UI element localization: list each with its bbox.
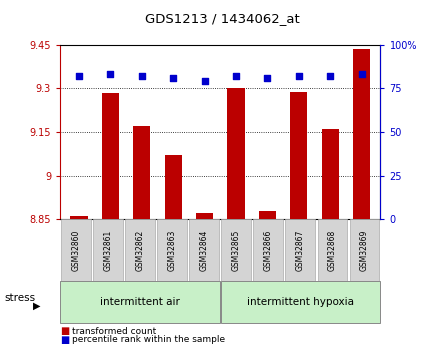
Bar — [196, 213, 213, 219]
Point — [232, 73, 239, 79]
Bar — [290, 92, 307, 219]
Point — [264, 75, 271, 81]
Point — [295, 73, 302, 79]
Bar — [133, 126, 150, 219]
Bar — [353, 49, 370, 219]
Text: GSM32869: GSM32869 — [360, 229, 369, 271]
Point — [170, 75, 177, 81]
Point — [327, 73, 334, 79]
Point — [75, 73, 82, 79]
Text: GSM32866: GSM32866 — [264, 229, 273, 271]
Bar — [227, 88, 245, 219]
Point — [107, 72, 114, 77]
Text: percentile rank within the sample: percentile rank within the sample — [72, 335, 225, 344]
Point — [201, 79, 208, 84]
Text: GSM32861: GSM32861 — [104, 229, 113, 271]
Bar — [70, 216, 88, 219]
Point — [138, 73, 146, 79]
Text: ■: ■ — [60, 326, 69, 336]
Text: GSM32862: GSM32862 — [136, 229, 145, 271]
Text: GDS1213 / 1434062_at: GDS1213 / 1434062_at — [145, 12, 300, 25]
Text: stress: stress — [4, 293, 36, 303]
Text: GSM32864: GSM32864 — [200, 229, 209, 271]
Bar — [322, 129, 339, 219]
Bar — [259, 211, 276, 219]
Text: intermittent hypoxia: intermittent hypoxia — [247, 297, 354, 307]
Text: GSM32863: GSM32863 — [168, 229, 177, 271]
Point — [358, 72, 365, 77]
Bar — [165, 155, 182, 219]
Text: intermittent air: intermittent air — [100, 297, 180, 307]
Text: GSM32868: GSM32868 — [328, 229, 337, 271]
Text: GSM32867: GSM32867 — [296, 229, 305, 271]
Text: ■: ■ — [60, 335, 69, 345]
Text: GSM32865: GSM32865 — [232, 229, 241, 271]
Text: transformed count: transformed count — [72, 327, 156, 336]
Text: ▶: ▶ — [33, 300, 41, 310]
Text: GSM32860: GSM32860 — [72, 229, 81, 271]
Bar — [102, 93, 119, 219]
